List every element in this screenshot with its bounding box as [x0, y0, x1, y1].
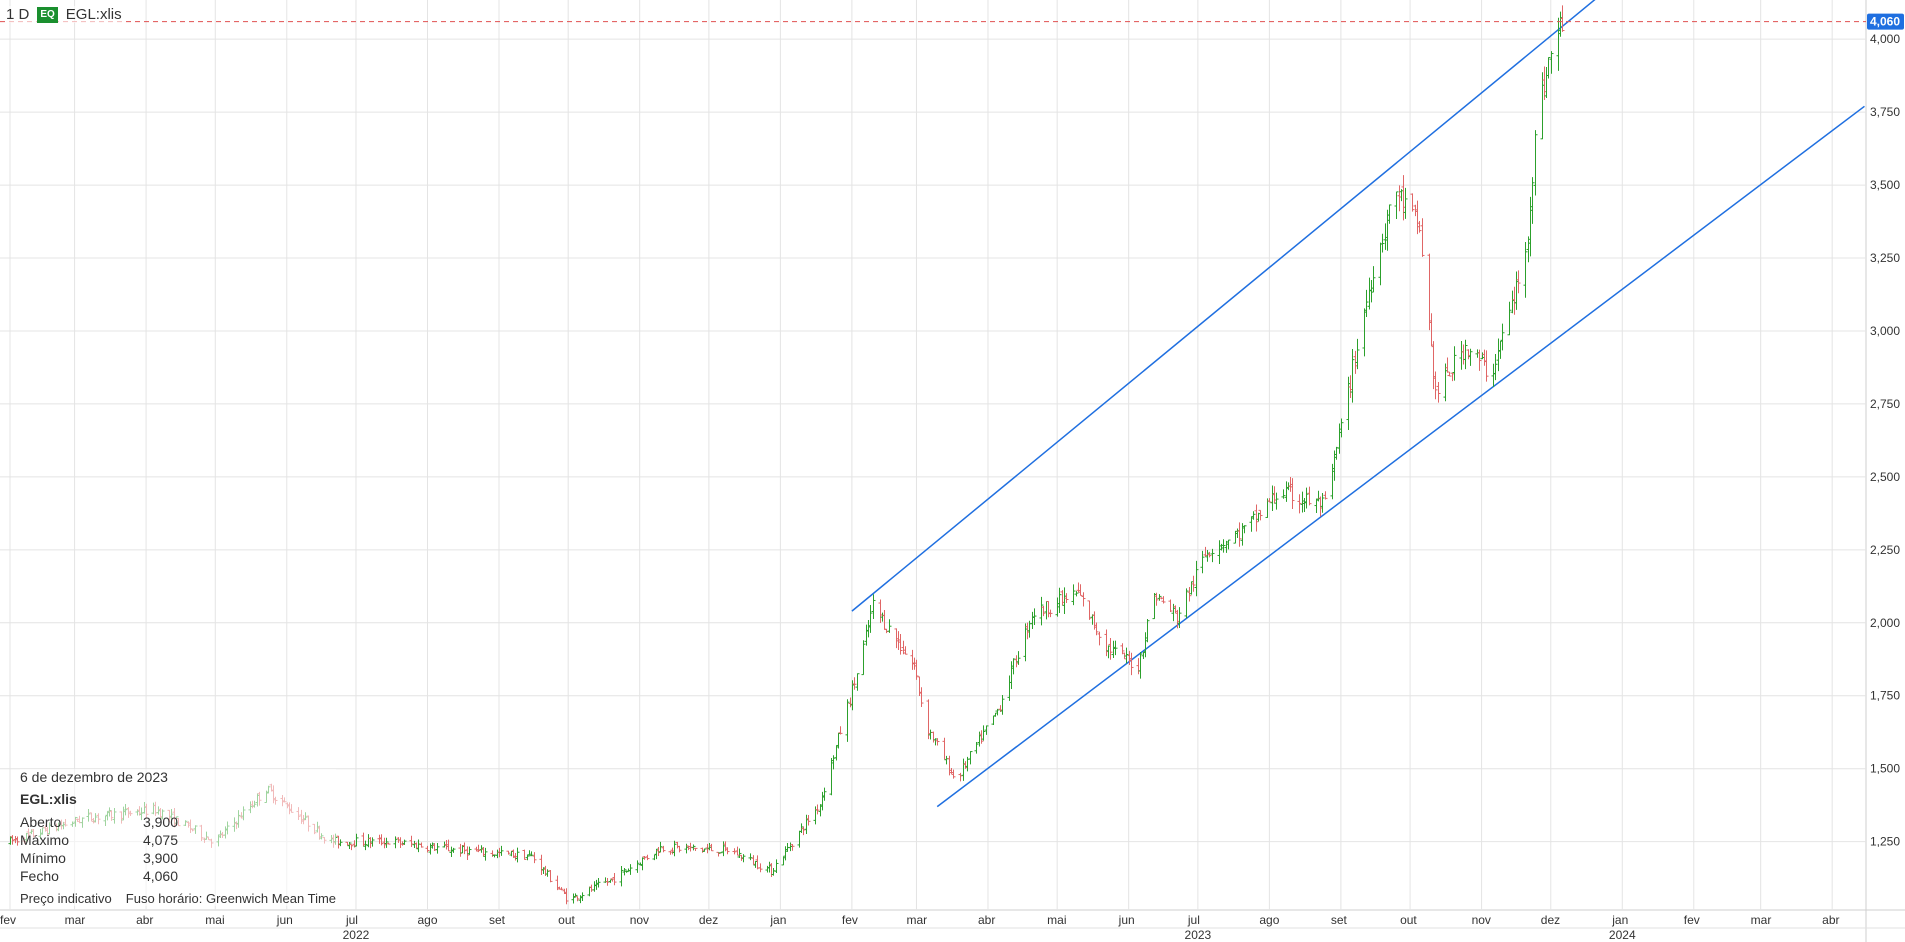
x-tick-label: mai [205, 913, 224, 927]
x-tick-label: out [1400, 913, 1417, 927]
info-row-low: Mínimo 3,900 [20, 849, 178, 867]
x-tick-label: abr [136, 913, 153, 927]
y-tick-label: 1,750 [1870, 689, 1900, 703]
x-tick-label: jul [1187, 913, 1200, 927]
x-tick-label: jan [1611, 913, 1628, 927]
y-tick-label: 4,000 [1870, 32, 1900, 46]
x-tick-label: fev [842, 913, 858, 927]
indicative-price-note: Preço indicativo [20, 891, 112, 906]
x-tick-label: dez [1541, 913, 1560, 927]
x-tick-label: jul [345, 913, 358, 927]
x-tick-label: abr [978, 913, 995, 927]
y-tick-label: 3,500 [1870, 178, 1900, 192]
y-tick-label: 2,750 [1870, 397, 1900, 411]
x-tick-label: ago [417, 913, 437, 927]
interval-label[interactable]: 1 D [6, 6, 30, 23]
info-label: Máximo [20, 832, 70, 848]
info-symbol: EGL:xlis [20, 791, 77, 807]
x-tick-label: out [558, 913, 575, 927]
x-tick-label: dez [699, 913, 718, 927]
info-label: Aberto [20, 814, 62, 830]
equity-badge: EQ [37, 6, 58, 23]
info-footer: Preço indicativo Fuso horário: Greenwich … [20, 891, 336, 906]
x-tick-label: jan [769, 913, 786, 927]
x-tick-label: nov [630, 913, 649, 927]
x-tick-label: mar [1751, 913, 1772, 927]
info-label: Mínimo [20, 850, 66, 866]
chart-title-bar: 1 D EQ EGL:xlis [6, 6, 122, 23]
info-value: 3,900 [142, 814, 178, 830]
x-tick-label: ago [1259, 913, 1279, 927]
y-tick-label: 3,000 [1870, 324, 1900, 338]
info-date: 6 de dezembro de 2023 [20, 769, 168, 785]
ohlc-info-panel: 6 de dezembro de 2023 EGL:xlis Aberto 3,… [20, 769, 337, 906]
info-row-close: Fecho 4,060 [20, 867, 178, 885]
info-value: 4,060 [142, 868, 178, 884]
y-tick-label: 1,250 [1870, 835, 1900, 849]
x-tick-label: set [489, 913, 506, 927]
year-label: 2024 [1609, 928, 1636, 942]
x-tick-label: mar [906, 913, 927, 927]
x-axis: fev mar abr mai jun jul ago set out nov dez jan fev m… [0, 913, 1840, 942]
y-tick-label: 3,750 [1870, 105, 1900, 119]
channel-lines[interactable] [851, 0, 1865, 808]
x-tick-label: jun [276, 913, 293, 927]
symbol-label[interactable]: EGL:xlis [65, 6, 122, 23]
last-price-badge [1867, 13, 1904, 30]
channel-line-lower [936, 105, 1865, 808]
y-tick-label: 2,250 [1870, 543, 1900, 557]
info-row-open: Aberto 3,900 [20, 813, 178, 831]
last-price-label: 4,060 [1870, 15, 1900, 29]
info-value: 4,075 [142, 832, 178, 848]
x-tick-label: nov [1472, 913, 1491, 927]
channel-line-upper [851, 0, 1596, 612]
year-label: 2023 [1185, 928, 1212, 942]
info-value: 3,900 [142, 850, 178, 866]
x-tick-label: mai [1047, 913, 1066, 927]
year-label: 2022 [343, 928, 370, 942]
y-tick-label: 3,250 [1870, 251, 1900, 265]
x-tick-label: jun [1118, 913, 1135, 927]
info-label: Fecho [20, 868, 59, 884]
x-tick-label: abr [1822, 913, 1839, 927]
y-axis: 1,250 1,500 1,750 2,000 2,250 2,500 2,750 3,000… [1867, 13, 1904, 849]
info-row-high: Máximo 4,075 [20, 831, 178, 849]
y-tick-label: 1,500 [1870, 762, 1900, 776]
y-tick-label: 2,000 [1870, 616, 1900, 630]
x-tick-label: mar [65, 913, 86, 927]
x-tick-label: set [1331, 913, 1348, 927]
y-tick-label: 2,500 [1870, 470, 1900, 484]
x-tick-label: fev [1684, 913, 1700, 927]
timezone-note: Fuso horário: Greenwich Mean Time [125, 891, 337, 906]
x-tick-label: fev [0, 913, 16, 927]
